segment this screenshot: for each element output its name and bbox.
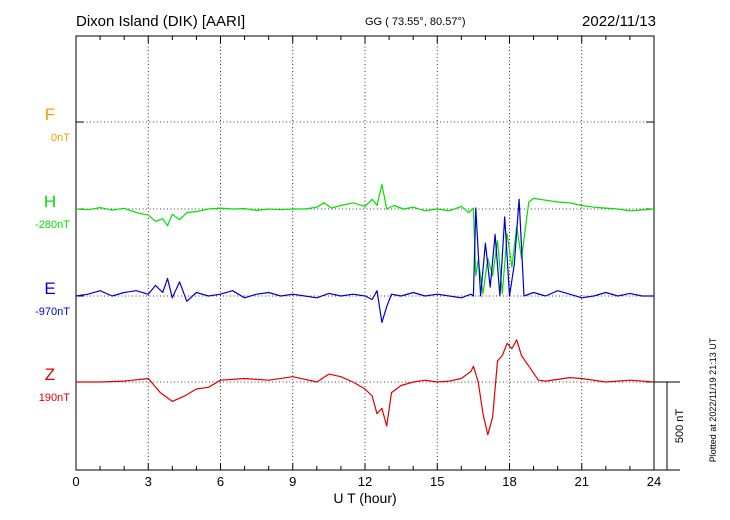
x-tick-label: 18 [502, 474, 516, 489]
x-tick-label: 24 [647, 474, 661, 489]
x-tick-label: 0 [72, 474, 79, 489]
x-tick-label: 9 [289, 474, 296, 489]
plotted-at-note: Plotted at 2022/11/19 21:13 UT [708, 337, 718, 462]
x-tick-label: 21 [575, 474, 589, 489]
station-title: Dixon Island (DIK) [AARI] [76, 13, 245, 30]
series-baseline-h: -280nT [35, 219, 70, 231]
series-labels: F 0nT H -280nT E -970nT Z 190nT [35, 105, 70, 404]
series-name-f: F [45, 105, 55, 124]
coords-label: GG ( 73.55°, 80.57°) [365, 16, 466, 28]
x-tick-label: 3 [145, 474, 152, 489]
series-name-z: Z [45, 365, 55, 384]
series-line-z [76, 339, 655, 436]
series-baseline-e: -970nT [35, 306, 70, 318]
x-axis: 0 3 6 9 12 15 18 21 24 [72, 36, 661, 489]
gridlines [147, 36, 583, 470]
series-name-h: H [44, 192, 56, 211]
x-tick-label: 6 [217, 474, 224, 489]
x-axis-label: U T (hour) [333, 490, 396, 506]
series-line-e [75, 198, 654, 323]
series-baseline-z: 190nT [39, 392, 70, 404]
scale-bar-label: 500 nT [674, 409, 686, 444]
series-baseline-f: 0nT [51, 132, 70, 144]
scale-bar: 500 nT [654, 381, 686, 471]
date-label: 2022/11/13 [582, 13, 656, 30]
x-tick-label: 15 [430, 474, 444, 489]
x-tick-label: 12 [358, 474, 372, 489]
traces [75, 183, 655, 436]
series-line-h [75, 183, 655, 295]
series-name-e: E [44, 279, 55, 298]
baselines [76, 121, 654, 383]
